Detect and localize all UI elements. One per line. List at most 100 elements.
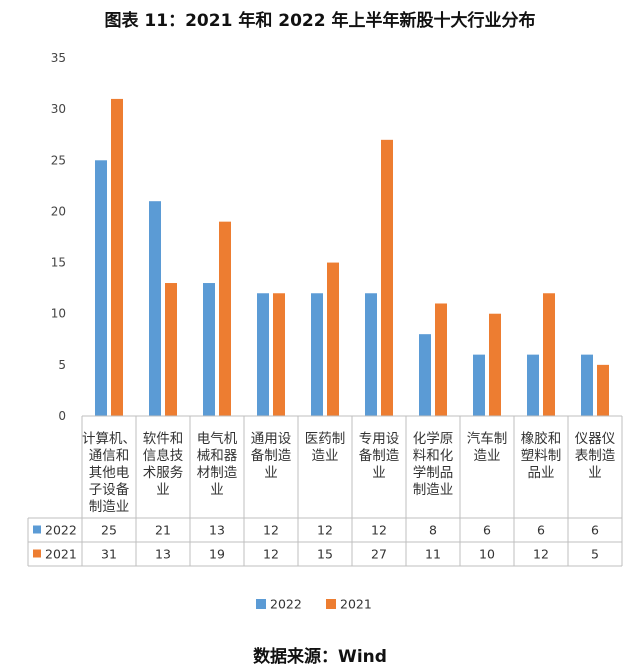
data-label: 25: [101, 523, 117, 538]
x-tick-label-line: 术服务: [143, 465, 184, 481]
x-tick-label-line: 业: [588, 465, 602, 481]
x-tick-label: 医药制造业: [305, 431, 346, 464]
data-label: 27: [371, 547, 387, 562]
y-tick-label: 20: [51, 204, 66, 218]
x-tick-label-line: 化学原: [413, 431, 454, 447]
x-tick-label-line: 械和器: [197, 448, 238, 464]
bar-2021: [273, 293, 285, 416]
x-tick-label-line: 造业: [312, 448, 339, 464]
x-tick-label: 电气机械和器材制造业: [197, 431, 238, 498]
data-label: 8: [429, 523, 437, 538]
data-label: 13: [155, 547, 171, 562]
x-tick-label-line: 通用设: [251, 431, 292, 447]
y-tick-label: 0: [58, 409, 66, 423]
x-tick-label-line: 品业: [528, 465, 555, 481]
legend-label: 2022: [270, 597, 302, 612]
bar-2021: [381, 139, 393, 417]
y-tick-label: 35: [51, 51, 66, 65]
x-tick-label-line: 学制品: [413, 465, 454, 481]
bar-2021: [111, 98, 123, 417]
data-label: 10: [479, 547, 495, 562]
legend-swatch-2021: [326, 599, 336, 609]
chart-title: 图表 11：2021 年和 2022 年上半年新股十大行业分布: [104, 11, 536, 31]
legend-swatch-2022: [256, 599, 266, 609]
x-tick-label-line: 料和化: [413, 448, 454, 464]
y-tick-label: 15: [51, 256, 66, 270]
x-tick-label-line: 业: [210, 482, 224, 498]
x-tick-label-line: 通信和: [89, 448, 130, 464]
data-source: 数据来源：Wind: [253, 647, 387, 667]
x-tick-label-line: 专用设: [359, 431, 400, 447]
x-tick-label-line: 计算机、: [82, 431, 136, 447]
data-label: 12: [533, 547, 549, 562]
bar-2021: [543, 293, 555, 416]
bar-2022: [311, 293, 323, 416]
data-label: 12: [263, 547, 279, 562]
bar-2022: [527, 354, 539, 416]
y-tick-label: 30: [51, 102, 66, 116]
bar-2022: [149, 201, 161, 416]
bar-2021: [219, 221, 231, 416]
x-tick-label: 仪器仪表制造业: [575, 431, 616, 481]
x-tick-label-line: 医药制: [305, 431, 346, 447]
x-tick-label: 橡胶和塑料制品业: [521, 430, 562, 481]
x-tick-label: 化学原料和化学制品制造业: [413, 431, 454, 498]
bar-2021: [327, 262, 339, 416]
bar-2021: [435, 303, 447, 416]
data-label: 6: [483, 523, 491, 538]
x-tick-label-line: 其他电: [89, 465, 130, 481]
data-label: 13: [209, 523, 225, 538]
y-tick-label: 25: [51, 153, 66, 167]
data-label: 11: [425, 547, 441, 562]
x-tick-label: 计算机、通信和其他电子设备制造业: [82, 431, 136, 515]
x-tick-label-line: 制造业: [89, 499, 130, 515]
x-tick-label-line: 造业: [474, 448, 501, 464]
x-tick-label-line: 业: [372, 465, 386, 481]
x-tick-label: 软件和信息技术服务业: [143, 431, 184, 498]
x-tick-label-line: 汽车制: [467, 430, 508, 447]
x-tick-label-line: 备制造: [359, 447, 400, 464]
bar-2022: [473, 354, 485, 416]
x-tick-label-line: 备制造: [251, 447, 292, 464]
table-legend-key-2022: [33, 525, 41, 534]
data-label: 31: [101, 547, 117, 562]
data-label: 6: [537, 523, 545, 538]
x-tick-label-line: 软件和: [143, 431, 184, 447]
bar-2021: [489, 313, 501, 416]
x-tick-label-line: 材制造: [197, 465, 238, 481]
data-label: 12: [317, 523, 333, 538]
x-tick-label-line: 信息技: [143, 447, 184, 464]
bar-2021: [597, 364, 609, 416]
bar-2022: [419, 334, 431, 416]
x-tick-label: 通用设备制造业: [251, 431, 292, 481]
data-label: 19: [209, 547, 225, 562]
table-series-label: 2022: [45, 523, 77, 538]
bar-2022: [95, 160, 107, 416]
x-tick-label-line: 塑料制: [521, 448, 562, 464]
data-label: 12: [263, 523, 279, 538]
y-tick-label: 5: [58, 358, 66, 372]
legend-label: 2021: [340, 597, 372, 612]
x-tick-label: 专用设备制造业: [359, 431, 400, 481]
x-tick-label-line: 子设备: [89, 481, 130, 498]
bar-2022: [203, 283, 215, 416]
x-tick-label-line: 业: [264, 465, 278, 481]
data-label: 12: [371, 523, 387, 538]
x-tick-label-line: 仪器仪: [575, 431, 616, 447]
bar-2022: [365, 293, 377, 416]
x-tick-label: 汽车制造业: [467, 430, 508, 464]
data-label: 15: [317, 547, 333, 562]
table-series-label: 2021: [45, 547, 77, 562]
x-tick-label-line: 电气机: [197, 431, 238, 447]
data-label: 21: [155, 523, 171, 538]
bar-2022: [257, 293, 269, 416]
data-label: 5: [591, 547, 599, 562]
bar-2021: [165, 283, 177, 416]
x-tick-label-line: 橡胶和: [521, 430, 562, 447]
x-tick-label-line: 制造业: [413, 482, 454, 498]
table-legend-key-2021: [33, 549, 41, 558]
x-tick-label-line: 表制造: [575, 448, 616, 464]
data-label: 6: [591, 523, 599, 538]
bar-2022: [581, 354, 593, 416]
